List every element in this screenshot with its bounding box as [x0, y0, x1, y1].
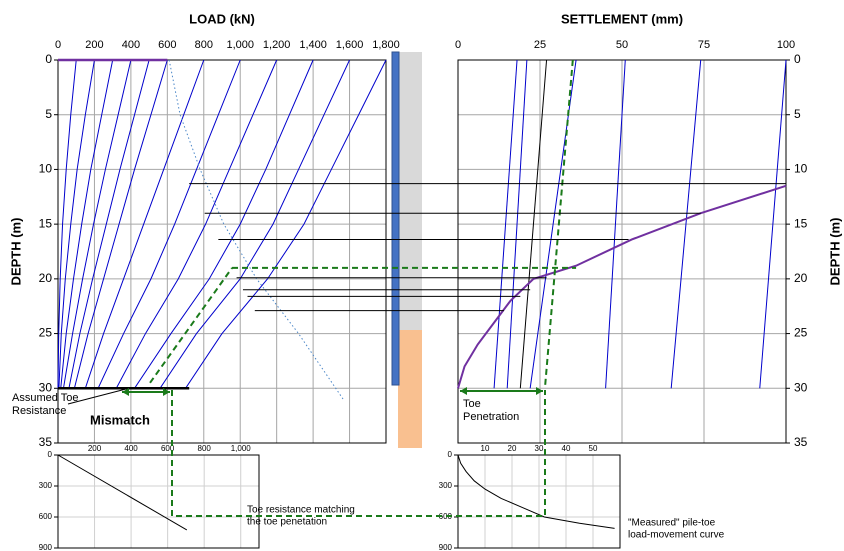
data-line — [605, 59, 626, 389]
plot-frame — [457, 454, 621, 549]
data-line — [493, 59, 518, 389]
annotation-graphics — [67, 387, 546, 517]
annotation: Toe resistance matching — [247, 505, 355, 516]
x-tick-label: 600 — [161, 444, 175, 453]
y-tick-label: 10 — [794, 162, 808, 176]
y-tick-label: 20 — [794, 271, 808, 285]
annotation: load-movement curve — [628, 530, 725, 541]
pile — [391, 51, 400, 386]
data-line — [57, 59, 77, 389]
x-tick-label: 200 — [85, 39, 103, 51]
x-tick-label: 200 — [88, 444, 102, 453]
x-tick-label: 600 — [158, 39, 176, 51]
data-line — [670, 59, 702, 389]
soil-column — [398, 52, 422, 330]
y-tick-label: 30 — [794, 380, 808, 394]
y-tick-label: 900 — [39, 543, 53, 551]
data-line — [134, 59, 314, 389]
annotation: Toe — [463, 398, 481, 410]
annotation: Assumed Toe — [12, 392, 78, 404]
annotation: the toe penetation — [247, 517, 327, 528]
x-tick-label: 1,400 — [299, 39, 327, 51]
x-tick-label: 1,800 — [372, 39, 400, 51]
x-axis-title: LOAD (kN) — [189, 11, 255, 26]
data-line — [159, 59, 351, 389]
x-tick-label: 800 — [195, 39, 213, 51]
y-tick-label: 20 — [39, 271, 53, 285]
x-tick-label: 1,000 — [226, 39, 254, 51]
y-tick-label: 5 — [794, 107, 801, 121]
y-tick-label: 5 — [45, 107, 52, 121]
data-line — [84, 59, 205, 389]
x-tick-label: 30 — [535, 444, 544, 453]
plot-frame — [57, 454, 260, 549]
x-tick-label: 1,000 — [231, 444, 252, 453]
data-line — [519, 59, 548, 389]
data-line — [149, 267, 233, 384]
y-tick-label: 30 — [39, 380, 53, 394]
y-tick-label: 900 — [439, 543, 453, 551]
x-axis-title: SETTLEMENT (mm) — [561, 11, 683, 26]
data-line — [457, 454, 615, 529]
x-tick-label: 100 — [777, 39, 795, 51]
y-tick-label: 300 — [439, 481, 453, 490]
y-tick-label: 10 — [39, 162, 53, 176]
pointer — [67, 388, 127, 405]
data-line — [68, 59, 150, 389]
plot-frame — [457, 59, 787, 444]
annotation: Mismatch — [90, 412, 150, 427]
plots: 0 200 400 600 800 1,000 1,200 1,400 1,600 1,80005… — [8, 11, 842, 551]
data-line — [506, 59, 528, 389]
y-tick-label: 300 — [39, 481, 53, 490]
y-tick-label: 15 — [39, 216, 53, 230]
annotation: Penetration — [463, 411, 519, 423]
data-line — [759, 59, 787, 389]
data-line — [168, 59, 344, 400]
y-tick-label: 600 — [439, 512, 453, 521]
y-tick-label: 0 — [448, 450, 453, 459]
data-line — [60, 59, 114, 389]
data-line — [543, 59, 574, 389]
y-tick-label: 0 — [45, 52, 52, 66]
x-tick-label: 0 — [455, 39, 461, 51]
data-line — [58, 59, 95, 389]
y-tick-label: 25 — [39, 326, 53, 340]
y-tick-label: 600 — [39, 512, 53, 521]
x-tick-label: 20 — [508, 444, 517, 453]
data-line — [57, 454, 188, 531]
bearing-layer — [398, 330, 422, 448]
x-tick-label: 0 — [55, 39, 61, 51]
data-line — [115, 59, 278, 389]
x-tick-label: 50 — [616, 39, 628, 51]
y-tick-label: 35 — [39, 435, 53, 449]
y-tick-label: 25 — [794, 326, 808, 340]
x-tick-label: 40 — [562, 444, 571, 453]
data-line — [73, 59, 168, 389]
plot-frame — [57, 59, 387, 444]
data-line — [97, 59, 241, 389]
x-tick-label: 400 — [124, 444, 138, 453]
annotation: "Measured" pile-toe — [628, 518, 716, 529]
x-tick-label: 800 — [198, 444, 212, 453]
x-tick-label: 1,600 — [336, 39, 364, 51]
data-line — [185, 59, 387, 389]
x-tick-label: 10 — [481, 444, 490, 453]
y-axis-title: DEPTH (m) — [8, 218, 23, 286]
data-line — [62, 59, 132, 389]
annotation: Resistance — [12, 405, 66, 417]
y-tick-label: 35 — [794, 435, 808, 449]
x-tick-label: 75 — [698, 39, 710, 51]
x-tick-label: 25 — [534, 39, 546, 51]
y-tick-label: 0 — [794, 52, 801, 66]
x-tick-label: 50 — [589, 444, 598, 453]
y-axis-title: DEPTH (m) — [827, 218, 842, 286]
x-tick-label: 1,200 — [263, 39, 291, 51]
y-tick-label: 0 — [48, 450, 53, 459]
y-tick-label: 15 — [794, 216, 808, 230]
x-tick-label: 400 — [122, 39, 140, 51]
toe-match-line — [171, 390, 546, 517]
